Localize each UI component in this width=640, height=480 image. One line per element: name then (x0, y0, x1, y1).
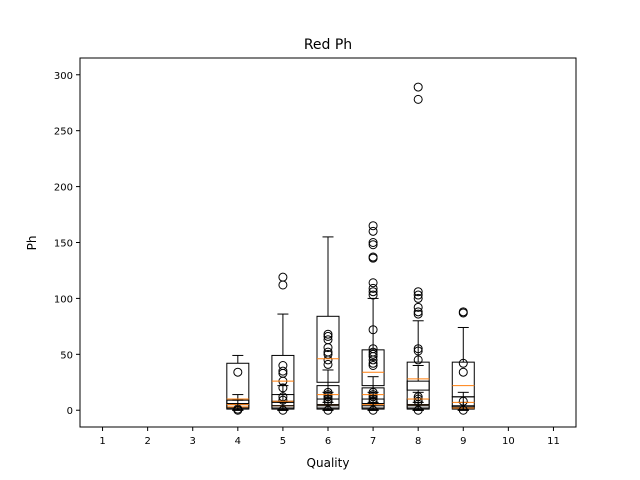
x-tick-label: 10 (502, 436, 515, 447)
outlier-point (323, 329, 333, 339)
outlier-point (368, 252, 378, 262)
box-group-5-6 (271, 272, 295, 411)
outlier-point (413, 293, 423, 303)
outlier-point (413, 290, 423, 300)
x-tick-label: 4 (235, 436, 241, 447)
box-iqr (316, 315, 340, 383)
outlier-point (368, 325, 378, 335)
y-axis-title: Ph (25, 236, 39, 251)
outlier-point (323, 335, 333, 345)
outlier-point (323, 347, 333, 357)
outlier-point (368, 361, 378, 370)
x-tick-label: 11 (547, 436, 560, 447)
box-iqr (451, 361, 475, 398)
outlier-point (413, 287, 423, 297)
outlier-point (458, 367, 468, 377)
outlier-point (323, 331, 333, 341)
box-group-6-10 (316, 236, 340, 411)
outlier-point (368, 221, 378, 231)
outlier-point (458, 358, 468, 368)
outlier-point (278, 361, 288, 370)
y-tick-label: 250 (54, 127, 73, 138)
outlier-point (233, 367, 243, 377)
outlier-point (413, 307, 423, 317)
box-iqr (226, 362, 250, 405)
box-iqr (271, 354, 295, 403)
outlier-point (368, 240, 378, 250)
y-tick-label: 50 (60, 350, 73, 361)
box-iqr (361, 349, 385, 387)
outlier-point (368, 290, 378, 300)
outlier-point (368, 283, 378, 293)
outlier-point (368, 278, 378, 288)
x-tick-label: 2 (144, 436, 150, 447)
box-group-7-14 (361, 221, 385, 411)
outlier-point (413, 82, 423, 92)
x-tick-label: 7 (370, 436, 376, 447)
box-group-9-21 (451, 307, 475, 411)
outlier-point (458, 307, 468, 317)
outlier-point (368, 358, 378, 368)
box-group-4-2 (226, 354, 250, 411)
outlier-point (413, 302, 423, 312)
x-tick-label: 6 (325, 436, 331, 447)
plot-area (226, 82, 475, 415)
box-group-8-18 (406, 82, 430, 411)
y-tick-label: 0 (67, 406, 73, 417)
outlier-point (278, 366, 288, 376)
chart-title: Red Ph (304, 37, 352, 53)
outlier-point (323, 359, 333, 369)
x-axis-title: Quality (307, 456, 350, 470)
x-tick-label: 5 (280, 436, 286, 447)
outlier-point (278, 272, 288, 282)
outlier-point (413, 94, 423, 104)
y-tick-label: 100 (54, 294, 73, 305)
x-tick-label: 9 (460, 436, 466, 447)
outlier-point (368, 287, 378, 297)
y-tick-label: 300 (54, 71, 73, 82)
y-tick-label: 200 (54, 183, 73, 194)
x-tick-label: 8 (415, 436, 421, 447)
x-axis: 1 2 3 4 5 6 7 8 9 10 11 (99, 427, 560, 447)
outlier-point (413, 309, 423, 319)
x-tick-label: 1 (99, 436, 105, 447)
y-axis: 0 50 100 150 200 250 300 (54, 71, 80, 417)
x-tick-label: 3 (190, 436, 196, 447)
outlier-point (368, 226, 378, 236)
box-iqr (406, 361, 430, 391)
outlier-point (368, 238, 378, 247)
y-tick-label: 150 (54, 239, 73, 250)
